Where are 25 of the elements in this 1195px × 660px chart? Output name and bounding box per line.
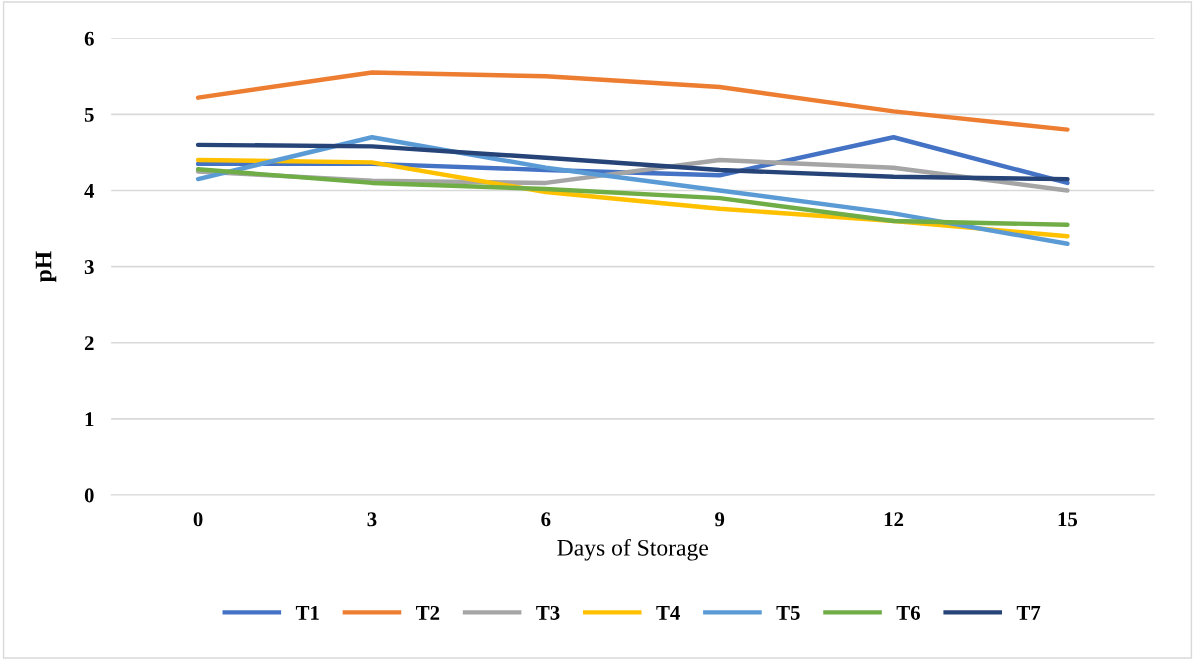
x-tick-label: 15 <box>1058 512 1078 527</box>
legend-label: T2 <box>416 605 440 620</box>
x-tick-label: 3 <box>367 512 377 527</box>
legend-label: T7 <box>1016 606 1041 620</box>
legend-label: T6 <box>896 605 921 620</box>
y-tick-label: 3 <box>84 260 94 275</box>
legend-label: T5 <box>776 606 800 620</box>
legend-label: T3 <box>536 605 560 620</box>
y-tick-label: 6 <box>84 31 94 46</box>
legend-label: T4 <box>656 605 680 620</box>
line-series <box>195 70 1070 132</box>
y-tick-label: 5 <box>84 107 94 122</box>
x-axis-title: Days of Storage <box>557 538 708 561</box>
y-tick-label: 4 <box>84 184 95 198</box>
line-series <box>195 166 1070 227</box>
y-tick-label: 1 <box>85 412 94 427</box>
y-tick-label: 0 <box>84 488 94 503</box>
y-tick-label: 2 <box>84 336 94 350</box>
line-series <box>195 142 1070 182</box>
x-tick-label: 0 <box>193 512 203 527</box>
x-tick-label: 6 <box>541 512 551 527</box>
x-tick-label: 12 <box>884 512 904 527</box>
legend-label: T1 <box>295 605 319 620</box>
x-tick-label: 9 <box>715 512 725 527</box>
y-axis-title: pH <box>35 251 57 283</box>
